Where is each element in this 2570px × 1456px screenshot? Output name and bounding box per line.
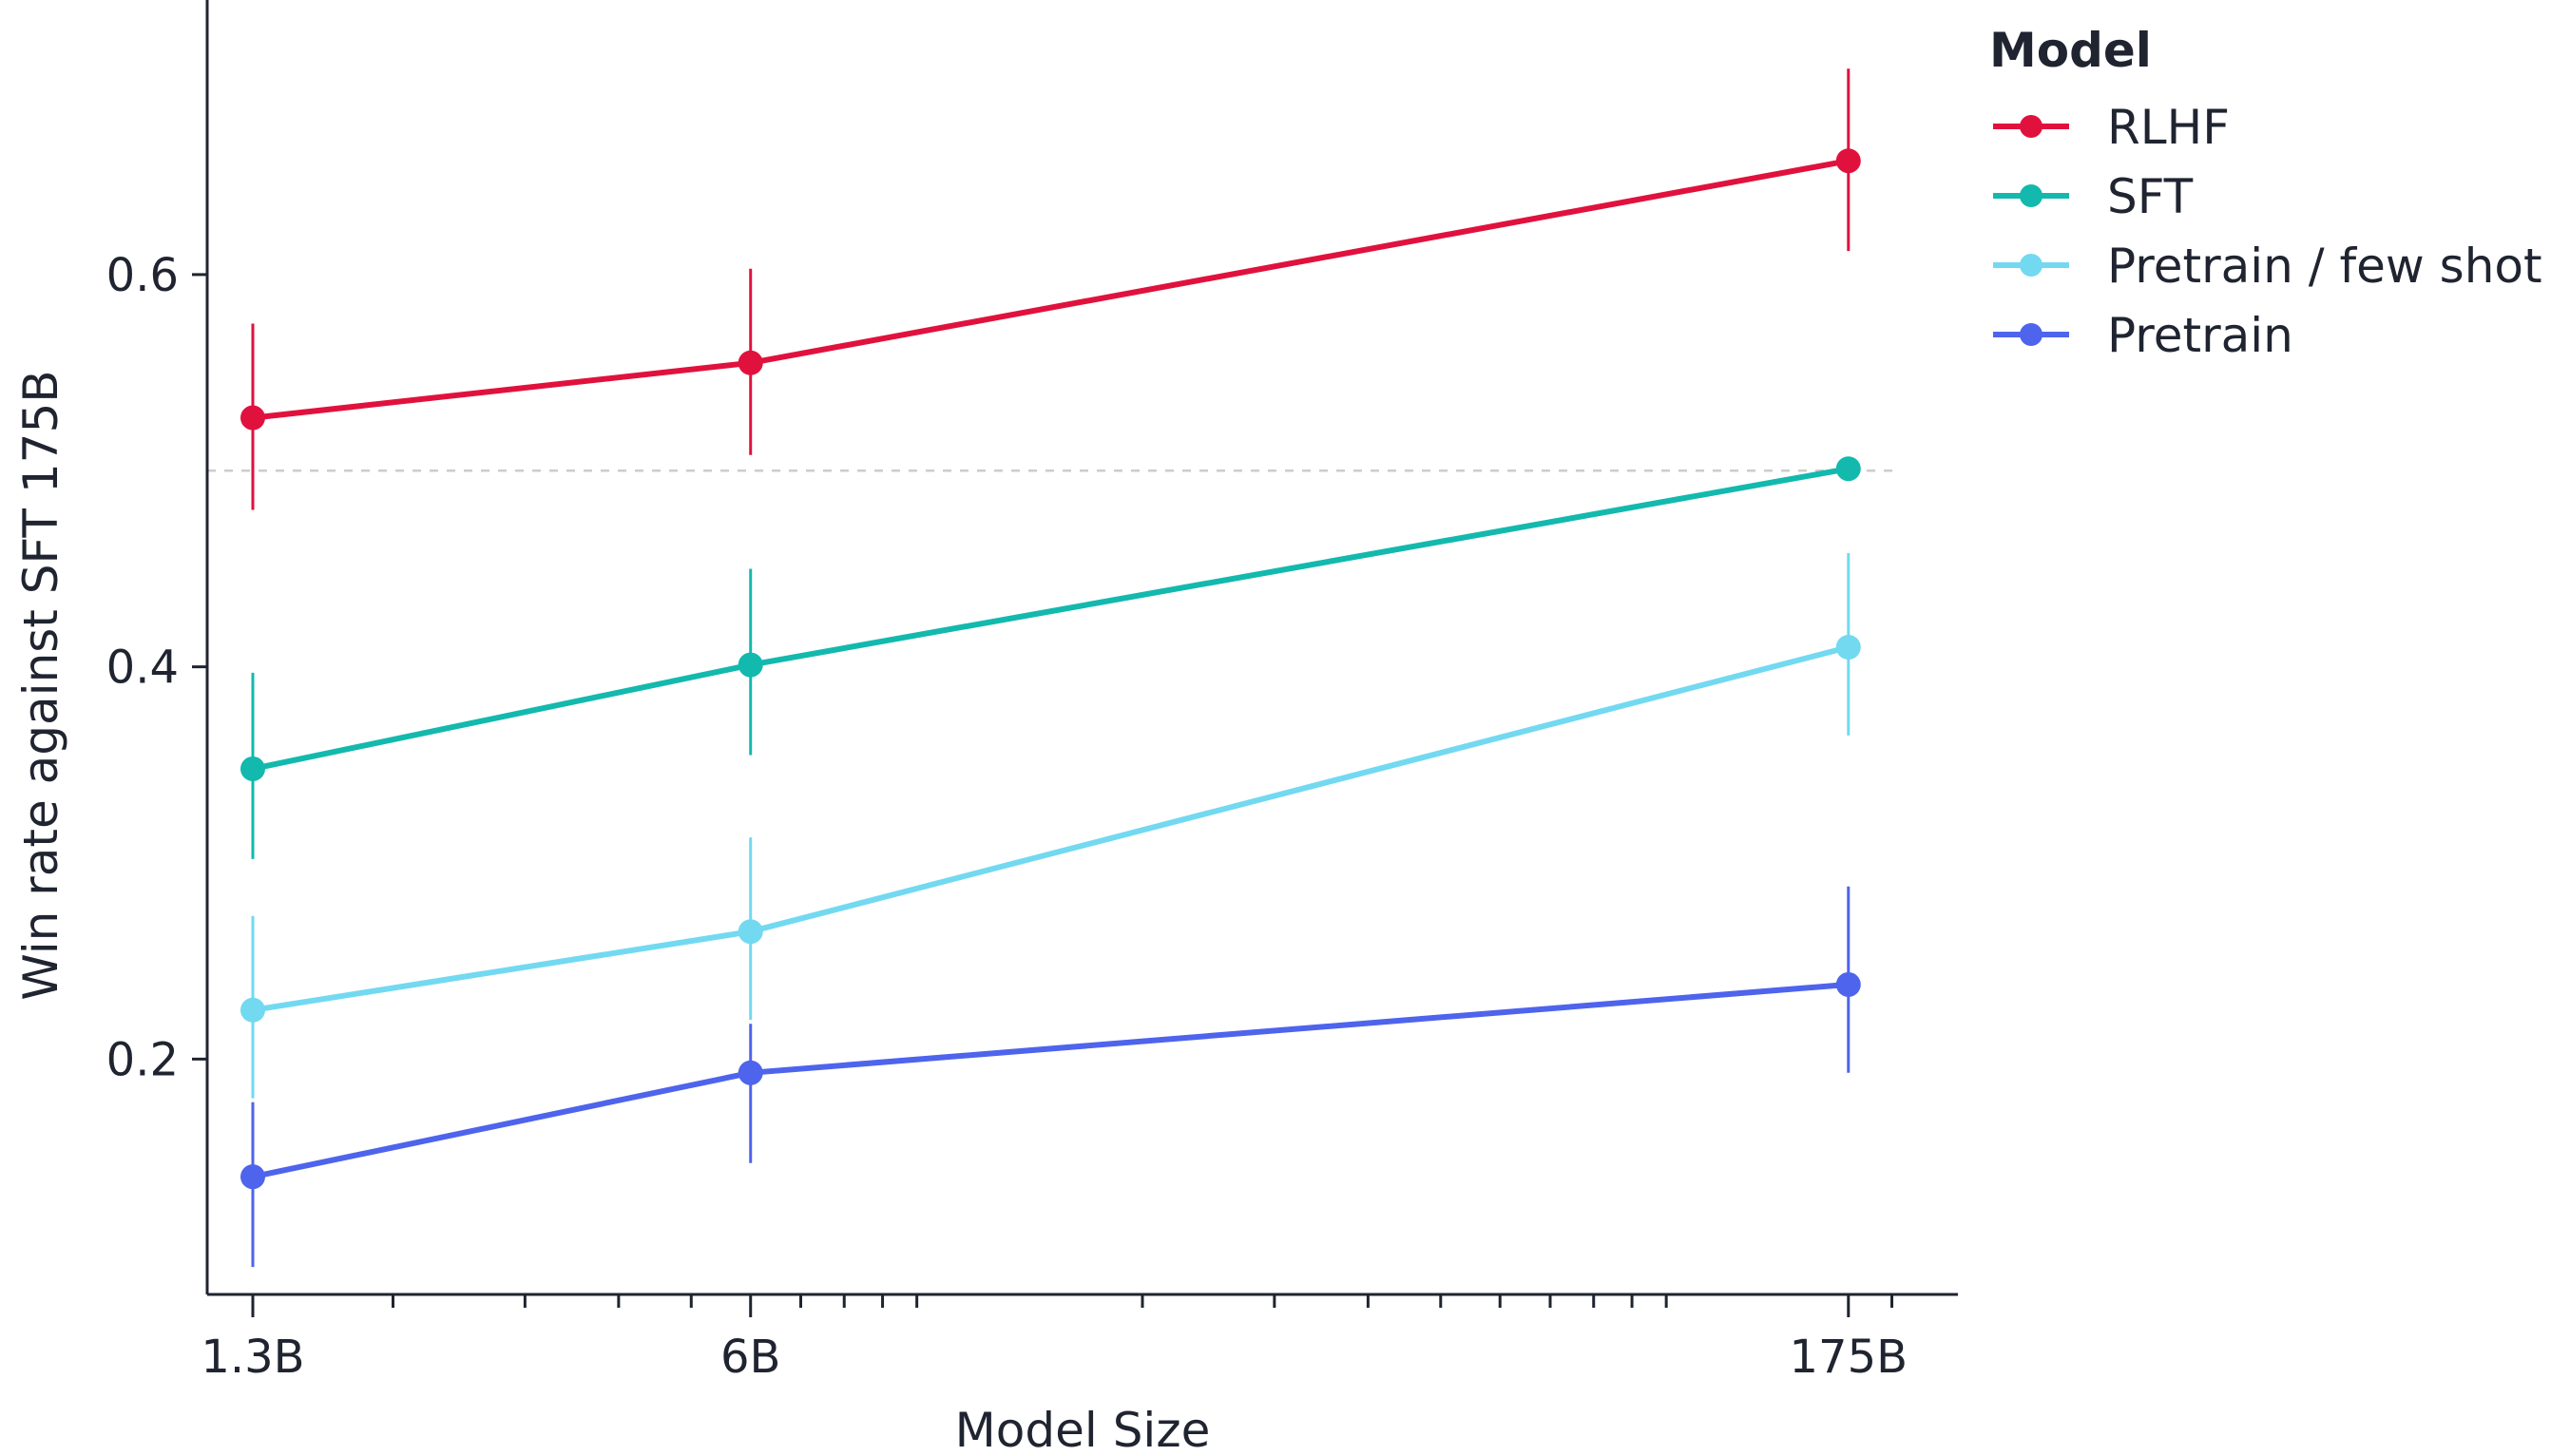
series-pretrain [240, 886, 1861, 1268]
legend: Model RLHF SFT Pretrain / few shot Pretrain [1989, 23, 2542, 363]
legend-item-sft-label: SFT [2107, 169, 2194, 224]
series-rlhf [240, 68, 1861, 510]
series-sft [240, 456, 1861, 859]
series-pretrain-point [738, 1060, 763, 1085]
x-tick-label: 6B [720, 1331, 780, 1384]
series-pretrain-few-shot-point [1835, 635, 1861, 660]
legend-item-sft: SFT [1993, 169, 2194, 224]
series-pretrain-few-shot-line [252, 644, 1850, 1013]
series-sft-point [738, 652, 763, 678]
y-axis-title: Win rate against SFT 175B [13, 370, 68, 1000]
y-tick-label: 0.4 [106, 642, 179, 695]
legend-item-pretrain-few-shot-swatch-marker [2020, 254, 2043, 277]
series-sft-point [240, 756, 265, 781]
x-axis-title: Model Size [955, 1403, 1211, 1456]
legend-item-rlhf-swatch-marker [2020, 115, 2043, 138]
legend-item-pretrain-few-shot-label: Pretrain / few shot [2107, 239, 2542, 294]
legend-item-sft-swatch-marker [2020, 184, 2043, 207]
series-layer [240, 68, 1861, 1268]
series-pretrain-few-shot-point [240, 997, 265, 1023]
legend-title: Model [1989, 23, 2152, 78]
series-sft-line [252, 466, 1850, 772]
legend-item-rlhf-label: RLHF [2107, 100, 2230, 155]
y-tick-label: 0.6 [106, 249, 179, 302]
series-rlhf-point [738, 350, 763, 375]
series-pretrain-few-shot-point [738, 919, 763, 945]
legend-item-pretrain-few-shot: Pretrain / few shot [1993, 239, 2542, 294]
y-tick-label: 0.2 [106, 1033, 179, 1086]
series-rlhf-point [240, 405, 265, 431]
series-rlhf-point [1835, 148, 1861, 174]
x-tick-label: 1.3B [201, 1331, 304, 1384]
axes-layer: 0.2 0.4 0.6 1.3B 6B 175B [106, 0, 1958, 1384]
legend-item-pretrain-swatch-marker [2020, 323, 2043, 346]
series-sft-point [1835, 456, 1861, 482]
series-pretrain-point [240, 1164, 265, 1190]
legend-item-pretrain: Pretrain [1993, 308, 2293, 363]
x-tick-label: 175B [1790, 1331, 1908, 1384]
series-pretrain-point [1835, 971, 1861, 997]
series-rlhf-line [252, 158, 1850, 421]
legend-item-rlhf: RLHF [1993, 100, 2230, 155]
series-pretrain-line [252, 981, 1850, 1180]
series-pretrain-few-shot [240, 552, 1861, 1099]
legend-item-pretrain-label: Pretrain [2107, 308, 2293, 363]
